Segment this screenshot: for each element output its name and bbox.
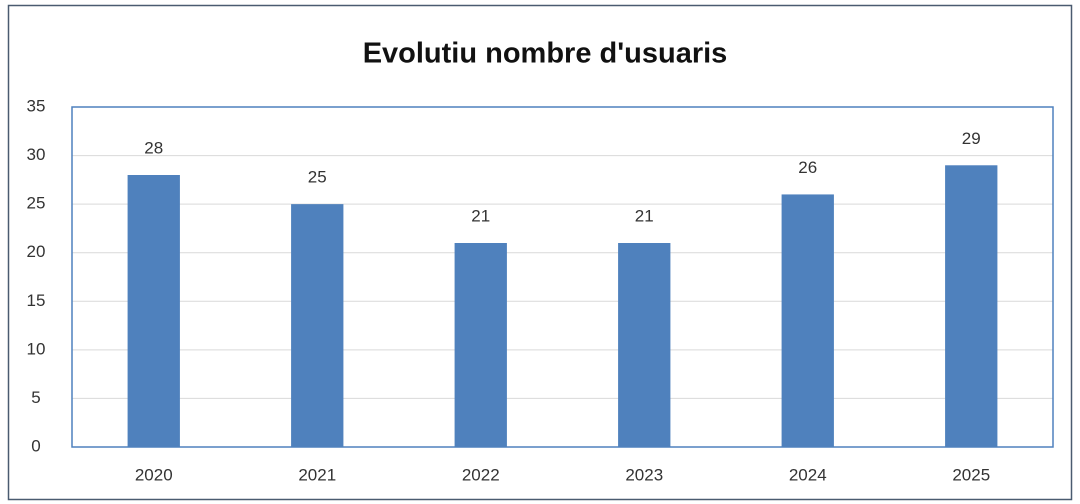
y-tick-label: 15	[27, 291, 46, 310]
data-label: 29	[962, 129, 981, 148]
y-tick-label: 20	[27, 242, 46, 261]
x-tick-label: 2021	[298, 465, 336, 484]
data-label: 25	[308, 168, 327, 187]
data-label: 21	[471, 206, 490, 225]
data-label: 26	[798, 158, 817, 177]
bar	[781, 194, 834, 447]
data-label: 28	[144, 138, 163, 157]
plot-border	[71, 106, 1054, 448]
y-tick-label: 30	[27, 145, 46, 164]
bar	[454, 243, 507, 447]
bar	[291, 204, 344, 447]
x-tick-label: 2023	[625, 465, 663, 484]
data-label: 21	[635, 206, 654, 225]
x-tick-label: 2024	[789, 465, 827, 484]
bar	[618, 243, 671, 447]
y-tick-label: 5	[31, 388, 40, 407]
chart-title: Evolutiu nombre d'usuaris	[363, 38, 728, 70]
bar	[127, 175, 180, 447]
x-tick-label: 2025	[952, 465, 990, 484]
y-tick-label: 35	[27, 96, 46, 115]
bar	[945, 165, 998, 448]
y-tick-label: 25	[27, 194, 46, 213]
x-tick-label: 2020	[135, 465, 173, 484]
x-tick-label: 2022	[462, 465, 500, 484]
y-tick-label: 0	[31, 436, 40, 455]
y-tick-label: 10	[27, 339, 46, 358]
